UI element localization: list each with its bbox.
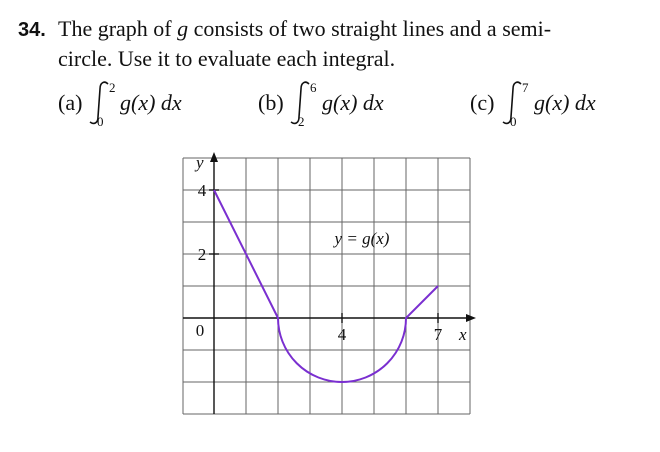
y-axis-label: y — [194, 153, 204, 172]
problem-line: circle. Use it to evaluate each integral… — [58, 46, 395, 71]
problem-line: The graph of g consists of two straight … — [58, 16, 551, 41]
grid — [182, 157, 471, 415]
lower-limit: 0 — [510, 114, 517, 129]
part-label: (b) — [258, 90, 284, 115]
x-arrow — [466, 314, 476, 322]
graph-curve — [213, 189, 439, 383]
lower-limit: 2 — [298, 114, 305, 129]
tick-marks — [209, 189, 439, 323]
y-arrow — [210, 152, 218, 162]
x-tick-label: 7 — [434, 325, 443, 344]
problem-text: consists of two straight lines and a sem… — [188, 16, 551, 41]
part-label: (c) — [470, 90, 494, 115]
origin-label: 0 — [196, 321, 205, 340]
lower-limit: 0 — [97, 114, 104, 129]
problem-text: The graph of — [58, 16, 177, 41]
integral-signs — [89, 81, 522, 125]
part-label: (a) — [58, 90, 82, 115]
y-tick-label: 2 — [198, 245, 207, 264]
integrand: g(x) dx — [120, 90, 182, 115]
problem-number: 34. — [18, 19, 46, 41]
integrand: g(x) dx — [534, 90, 596, 115]
x-tick-label: 4 — [338, 325, 347, 344]
x-axis-label: x — [458, 325, 467, 344]
upper-limit: 6 — [310, 80, 317, 95]
upper-limit: 7 — [522, 80, 529, 95]
upper-limit: 2 — [109, 80, 116, 95]
problem-text: g — [177, 16, 188, 41]
curve-label: y = g(x) — [333, 229, 390, 248]
integrand: g(x) dx — [322, 90, 384, 115]
y-tick-label: 4 — [198, 181, 207, 200]
